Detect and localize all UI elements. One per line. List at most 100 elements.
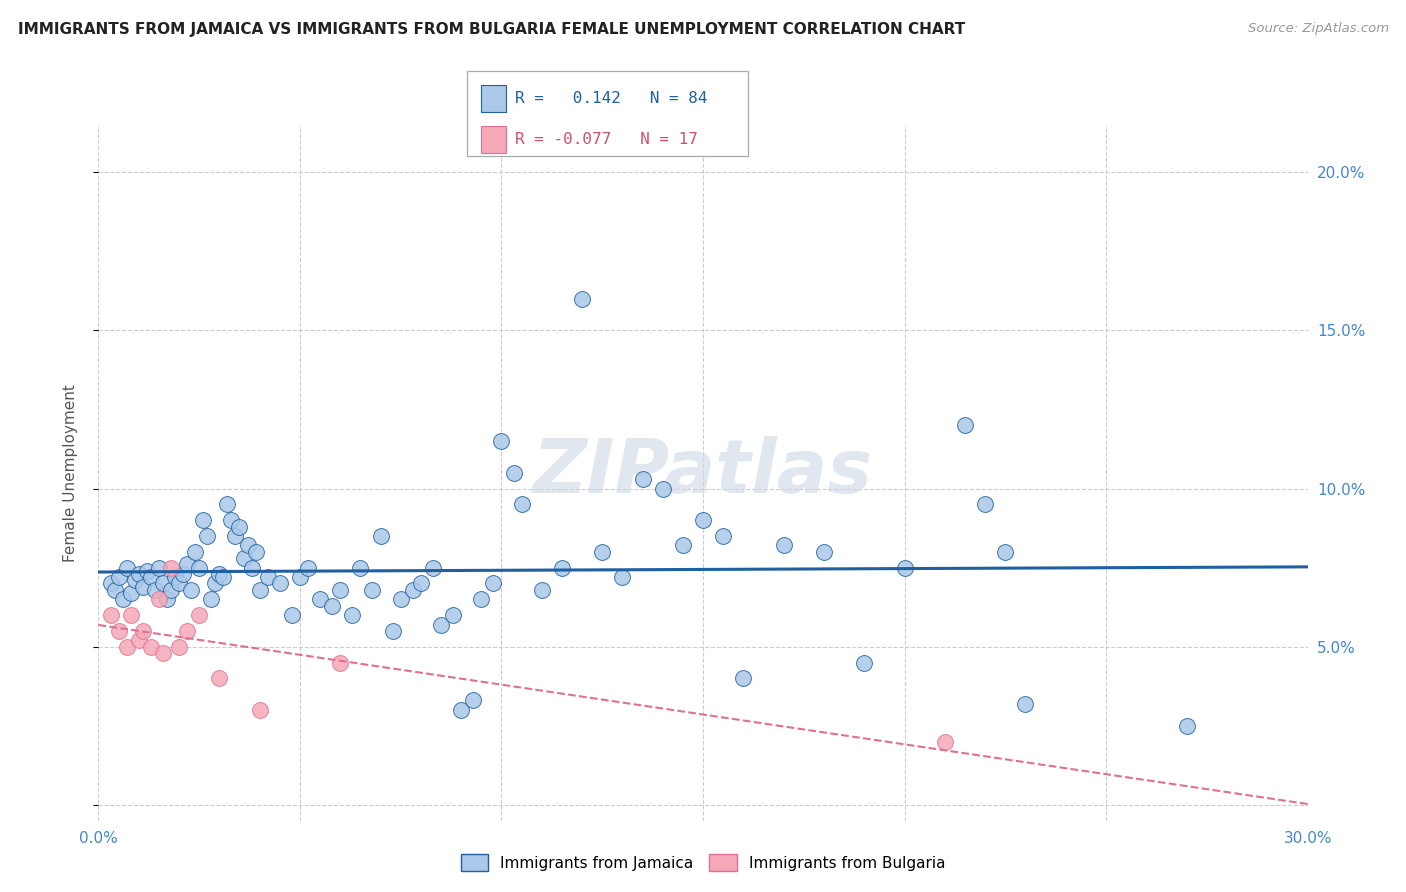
Point bbox=[994, 545, 1017, 559]
Point bbox=[167, 640, 190, 654]
Point bbox=[103, 582, 125, 597]
Point bbox=[309, 592, 332, 607]
Point bbox=[482, 576, 505, 591]
Point bbox=[152, 576, 174, 591]
Point bbox=[297, 560, 319, 574]
Point bbox=[221, 513, 243, 527]
Point bbox=[813, 545, 835, 559]
Point bbox=[152, 646, 174, 660]
Point bbox=[321, 599, 343, 613]
Point bbox=[139, 640, 162, 654]
Point bbox=[288, 570, 311, 584]
Point bbox=[450, 703, 472, 717]
Point bbox=[249, 582, 271, 597]
Point bbox=[1175, 719, 1198, 733]
Point bbox=[491, 434, 513, 449]
Point bbox=[361, 582, 384, 597]
Point bbox=[200, 592, 222, 607]
Point bbox=[195, 529, 218, 543]
Legend: Immigrants from Jamaica, Immigrants from Bulgaria: Immigrants from Jamaica, Immigrants from… bbox=[453, 847, 953, 880]
Point bbox=[107, 570, 129, 584]
Point bbox=[128, 633, 150, 648]
Point bbox=[176, 558, 198, 572]
Point bbox=[651, 482, 673, 496]
Point bbox=[132, 580, 155, 594]
Point bbox=[1014, 697, 1036, 711]
Text: Source: ZipAtlas.com: Source: ZipAtlas.com bbox=[1249, 22, 1389, 36]
Point bbox=[240, 560, 263, 574]
Point bbox=[934, 734, 956, 748]
Point bbox=[551, 560, 574, 574]
Point bbox=[100, 576, 122, 591]
Point bbox=[160, 560, 183, 574]
Point bbox=[204, 576, 226, 591]
Text: ZIPatlas: ZIPatlas bbox=[533, 436, 873, 509]
Text: R =   0.142   N = 84: R = 0.142 N = 84 bbox=[515, 91, 707, 106]
Point bbox=[389, 592, 412, 607]
Point bbox=[281, 608, 304, 623]
Point bbox=[120, 608, 142, 623]
Point bbox=[111, 592, 134, 607]
Point bbox=[100, 608, 122, 623]
Point bbox=[115, 640, 138, 654]
Point bbox=[160, 582, 183, 597]
Point bbox=[402, 582, 425, 597]
Point bbox=[124, 574, 146, 588]
Point bbox=[256, 570, 278, 584]
Point bbox=[184, 545, 207, 559]
Point bbox=[245, 545, 267, 559]
Point bbox=[772, 539, 794, 553]
Point bbox=[571, 292, 593, 306]
Point bbox=[269, 576, 291, 591]
Point bbox=[530, 582, 553, 597]
Point bbox=[711, 529, 734, 543]
Point bbox=[172, 566, 194, 581]
Point bbox=[228, 519, 250, 533]
Point bbox=[329, 582, 352, 597]
Point bbox=[422, 560, 444, 574]
Point bbox=[148, 592, 170, 607]
Point bbox=[430, 617, 453, 632]
Point bbox=[893, 560, 915, 574]
Point bbox=[217, 497, 239, 511]
Point bbox=[236, 539, 259, 553]
Point bbox=[349, 560, 371, 574]
Point bbox=[188, 560, 211, 574]
Point bbox=[510, 497, 533, 511]
Point bbox=[853, 656, 876, 670]
Point bbox=[139, 570, 162, 584]
Point bbox=[208, 566, 231, 581]
Point bbox=[502, 466, 524, 480]
Point bbox=[470, 592, 492, 607]
Text: IMMIGRANTS FROM JAMAICA VS IMMIGRANTS FROM BULGARIA FEMALE UNEMPLOYMENT CORRELAT: IMMIGRANTS FROM JAMAICA VS IMMIGRANTS FR… bbox=[18, 22, 966, 37]
Point bbox=[143, 582, 166, 597]
Point bbox=[224, 529, 246, 543]
Point bbox=[193, 513, 215, 527]
Point bbox=[135, 564, 157, 578]
Point bbox=[249, 703, 271, 717]
Point bbox=[409, 576, 432, 591]
Point bbox=[167, 576, 190, 591]
Point bbox=[180, 582, 202, 597]
Point bbox=[120, 586, 142, 600]
Point bbox=[188, 608, 211, 623]
Point bbox=[132, 624, 155, 638]
Point bbox=[381, 624, 404, 638]
Point bbox=[232, 551, 254, 566]
Point bbox=[672, 539, 695, 553]
Point bbox=[370, 529, 392, 543]
Point bbox=[463, 693, 485, 707]
Point bbox=[208, 671, 231, 685]
Point bbox=[974, 497, 997, 511]
Point bbox=[733, 671, 755, 685]
Point bbox=[591, 545, 613, 559]
Text: R = -0.077   N = 17: R = -0.077 N = 17 bbox=[515, 132, 697, 146]
Point bbox=[692, 513, 714, 527]
Point bbox=[128, 566, 150, 581]
Point bbox=[631, 472, 654, 486]
Y-axis label: Female Unemployment: Female Unemployment bbox=[63, 384, 77, 562]
Point bbox=[329, 656, 352, 670]
Point bbox=[163, 570, 186, 584]
Point bbox=[212, 570, 235, 584]
Point bbox=[342, 608, 364, 623]
